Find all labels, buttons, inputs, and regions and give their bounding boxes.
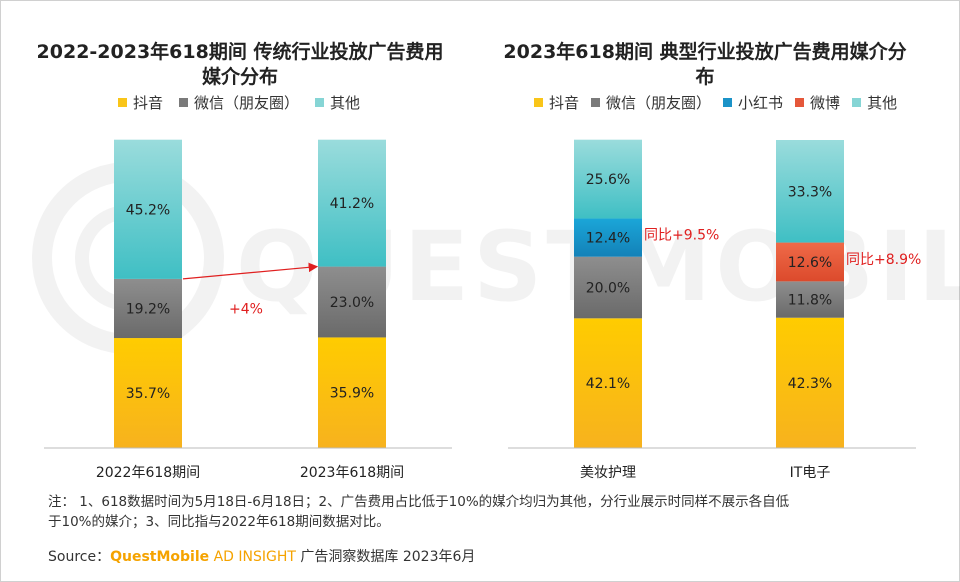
legend-swatch-wechat <box>591 98 601 107</box>
legend-item-weibo: 微博 <box>795 92 840 113</box>
legend-item-xiaohongshu: 小红书 <box>723 92 783 113</box>
bar-segment <box>776 140 844 243</box>
source-brand-sub: AD INSIGHT <box>209 549 296 565</box>
bar-segment <box>776 281 844 318</box>
source-brand: QuestMobile <box>110 549 210 565</box>
legend-swatch-xiaohongshu <box>723 98 733 107</box>
data-label: 41.2% <box>330 196 374 212</box>
data-label: 42.3% <box>788 376 832 392</box>
data-label: 25.6% <box>586 172 630 188</box>
bar-segment <box>574 318 642 448</box>
right-legend: 抖音 微信（朋友圈） 小红书 微博 其他 <box>534 92 897 113</box>
left-legend: 抖音 微信（朋友圈） 其他 <box>118 92 360 113</box>
footnote-line2: 于10%的媒介；3、同比指与2022年618期间数据对比。 <box>48 514 390 530</box>
yoy-annotation: 同比+8.9% <box>846 252 921 268</box>
bar-segment <box>114 278 182 339</box>
bar-segment <box>318 266 386 338</box>
legend-label: 微信（朋友圈） <box>194 94 300 112</box>
legend-swatch-other <box>852 98 862 107</box>
x-tick-label: 美妆护理 <box>580 465 636 481</box>
legend-item-wechat: 微信（朋友圈） <box>591 92 711 113</box>
yoy-annotation: 同比+9.5% <box>644 228 719 244</box>
data-label: 12.4% <box>586 231 630 247</box>
bar-segment <box>776 242 844 282</box>
bar-segment <box>114 139 182 279</box>
source-rest: 广告洞察数据库 2023年6月 <box>295 549 476 565</box>
legend-swatch-weibo <box>795 98 805 107</box>
growth-annotation: +4% <box>229 301 263 317</box>
legend-swatch-wechat <box>179 98 189 107</box>
data-label: 45.2% <box>126 202 170 218</box>
data-label: 19.2% <box>126 301 170 317</box>
legend-label: 其他 <box>867 94 898 112</box>
x-tick-label: 2022年618期间 <box>96 465 200 481</box>
x-tick-label: IT电子 <box>790 465 831 481</box>
legend-item-other: 其他 <box>852 92 897 113</box>
legend-label: 微博 <box>810 94 841 112</box>
legend-label: 微信（朋友圈） <box>606 94 712 112</box>
legend-label: 小红书 <box>738 94 784 112</box>
source-label: Source： <box>48 549 111 565</box>
left-chart-title-line2: 媒介分布 <box>201 66 278 88</box>
left-chart-title-line1: 2022-2023年618期间 传统行业投放广告费用 <box>36 41 444 63</box>
bar-segment <box>318 337 386 448</box>
legend-item-wechat: 微信（朋友圈） <box>179 92 299 113</box>
legend-swatch-douyin <box>534 98 543 107</box>
trend-arrow <box>182 262 319 280</box>
legend-swatch-other <box>315 98 325 107</box>
bar-segment <box>574 139 642 219</box>
data-label: 35.9% <box>330 386 374 402</box>
legend-swatch-douyin <box>118 98 127 107</box>
data-label: 12.6% <box>788 255 832 271</box>
bar-segment <box>574 218 642 257</box>
legend-item-douyin: 抖音 <box>118 92 163 113</box>
data-label: 42.1% <box>586 376 630 392</box>
legend-label: 抖音 <box>549 94 580 112</box>
data-label: 35.7% <box>126 386 170 402</box>
footnote-line1: 注： 1、618数据时间为5月18日-6月18日；2、广告费用占比低于10%的媒… <box>48 494 790 510</box>
legend-item-douyin: 抖音 <box>534 92 579 113</box>
legend-label: 抖音 <box>133 94 164 112</box>
bar-segment <box>574 256 642 319</box>
right-chart-title: 2023年618期间 典型行业投放广告费用媒介分布 <box>503 41 907 88</box>
data-label: 33.3% <box>788 184 832 200</box>
bar-segment <box>318 139 386 267</box>
footnote: 注： 1、618数据时间为5月18日-6月18日；2、广告费用占比低于10%的媒… <box>48 492 908 532</box>
bar-segment <box>114 338 182 448</box>
left-chart-title: 2022-2023年618期间 传统行业投放广告费用 媒介分布 <box>30 40 450 90</box>
legend-item-other: 其他 <box>315 92 360 113</box>
data-label: 11.8% <box>788 293 832 309</box>
legend-label: 其他 <box>330 94 361 112</box>
source-line: Source：QuestMobile AD INSIGHT 广告洞察数据库 20… <box>48 546 475 566</box>
x-tick-label: 2023年618期间 <box>300 465 404 481</box>
bar-segment <box>776 317 844 448</box>
data-label: 20.0% <box>586 281 630 297</box>
data-label: 23.0% <box>330 295 374 311</box>
